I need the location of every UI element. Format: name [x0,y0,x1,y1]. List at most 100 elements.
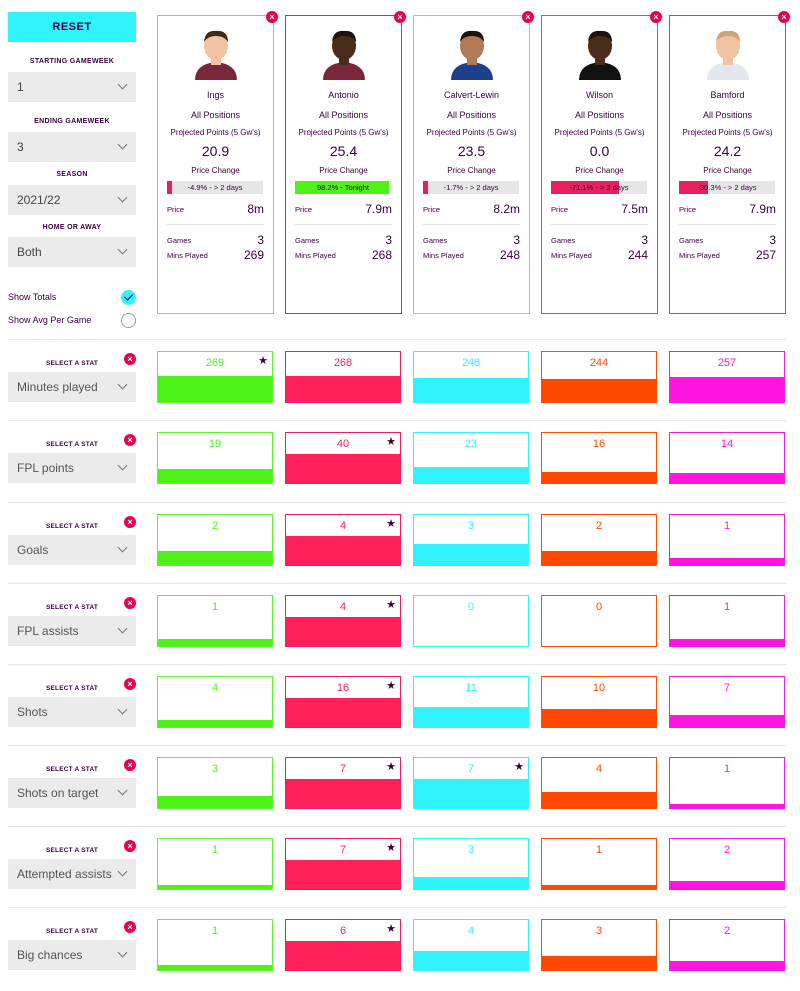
ending-gameweek-select[interactable]: 3 [8,132,136,162]
remove-stat-icon[interactable]: × [124,516,136,528]
starting-gameweek-select[interactable]: 1 [8,72,136,102]
chevron-down-icon [117,947,128,958]
stat-bar-fill [414,876,528,889]
show-avg-radio[interactable] [121,313,136,328]
remove-stat-icon[interactable]: × [124,434,136,446]
chevron-down-icon [117,866,128,877]
price-change-label: Price Change [703,166,752,175]
projected-points-label: Projected Points (5 Gw's) [170,128,261,137]
remove-stat-icon[interactable]: × [124,840,136,852]
divider [167,224,264,225]
remove-player-icon[interactable]: × [266,11,278,23]
stat-value-box: 269 ★ [157,351,273,403]
stat-value: 4 [467,925,475,937]
home-or-away-select[interactable]: Both [8,237,136,267]
stat-select-value: FPL assists [17,624,79,638]
stat-select[interactable]: Attempted assists [8,859,136,889]
stat-value-box: 0 [541,595,657,647]
stat-value: 4 [339,601,347,613]
stat-value: 16 [336,682,350,694]
games-label: Games [551,236,576,245]
stat-value: 1 [723,763,731,775]
stat-value: 248 [461,357,481,369]
stat-bar-fill [286,941,400,970]
stat-select[interactable]: Shots on target [8,778,136,808]
stat-value-box: 16 ★ [285,676,401,728]
select-stat-label: SELECT A STAT [45,441,99,448]
remove-player-icon[interactable]: × [650,11,662,23]
divider [295,224,392,225]
price-label: Price [167,205,185,214]
chevron-down-icon [117,244,128,255]
stat-bar-fill [286,617,400,646]
stat-value: 4 [339,520,347,532]
stat-bar-fill [542,378,656,402]
stat-bar-fill [670,557,784,565]
projected-points-value: 23.5 [457,143,486,159]
stat-bar-fill [542,709,656,727]
remove-stat-icon[interactable]: × [124,678,136,690]
stat-value-box: 3 [157,757,273,809]
price-change-text: -1.7% - > 2 days [443,183,499,192]
stat-value-box: 23 [413,432,529,484]
projected-points-value: 20.9 [201,143,230,159]
stat-value-box: 1 [541,838,657,890]
stat-value: 244 [589,357,609,369]
stat-bar-fill [414,466,528,483]
remove-player-icon[interactable]: × [394,11,406,23]
stat-bar-fill [286,860,400,889]
stat-value: 1 [723,601,731,613]
stat-select-value: FPL points [17,461,74,475]
stat-bar-fill [286,536,400,565]
divider [423,224,520,225]
games-value: 3 [769,233,776,247]
player-card: × Ings All Positions Projected Points (5 Gw… [157,11,278,314]
stat-value: 11 [465,682,477,694]
stat-bar-fill [158,550,272,565]
show-totals-radio[interactable] [121,290,136,305]
chevron-down-icon [117,139,128,150]
stat-value-box: 1 [669,595,785,647]
stat-select[interactable]: FPL assists [8,616,136,646]
stat-select[interactable]: FPL points [8,453,136,483]
stat-value-box: 1 [669,757,785,809]
remove-stat-icon[interactable]: × [124,759,136,771]
price-change-fill [679,181,709,194]
remove-stat-icon[interactable]: × [124,921,136,933]
reset-button[interactable]: RESET [8,12,136,42]
stat-bar-fill [158,638,272,646]
remove-stat-icon[interactable]: × [124,597,136,609]
stat-bar-fill [414,543,528,565]
price-change-fill [295,181,390,194]
mins-played-value: 257 [755,248,776,262]
stat-value: 40 [336,438,350,450]
player-position: All Positions [702,110,753,120]
stat-select[interactable]: Minutes played [8,372,136,402]
remove-player-icon[interactable]: × [778,11,790,23]
stat-select[interactable]: Goals [8,535,136,565]
starting-gameweek-label: STARTING GAMEWEEK [29,58,115,65]
stat-bar-fill [286,698,400,727]
player-avatar-icon [451,30,493,80]
divider [679,224,776,225]
stat-value: 3 [467,520,475,532]
stat-value-box: 2 [541,514,657,566]
stat-bar-fill [670,714,784,727]
season-label: SEASON [56,171,88,178]
projected-points-label: Projected Points (5 Gw's) [298,128,389,137]
remove-stat-icon[interactable]: × [124,353,136,365]
stat-bar-fill [158,719,272,727]
stat-value-box: 1 [157,919,273,971]
stat-bar-fill [414,779,528,808]
stat-value: 6 [339,925,347,937]
stat-select[interactable]: Shots [8,697,136,727]
stat-value-box: 4 ★ [285,595,401,647]
season-select[interactable]: 2021/22 [8,185,136,215]
price-value: 7.9m [365,202,392,216]
stat-select[interactable]: Big chances [8,940,136,970]
price-change-label: Price Change [319,166,368,175]
remove-player-icon[interactable]: × [522,11,534,23]
games-label: Games [167,236,192,245]
stat-value-box: 16 [541,432,657,484]
stat-value-box: 2 [669,838,785,890]
